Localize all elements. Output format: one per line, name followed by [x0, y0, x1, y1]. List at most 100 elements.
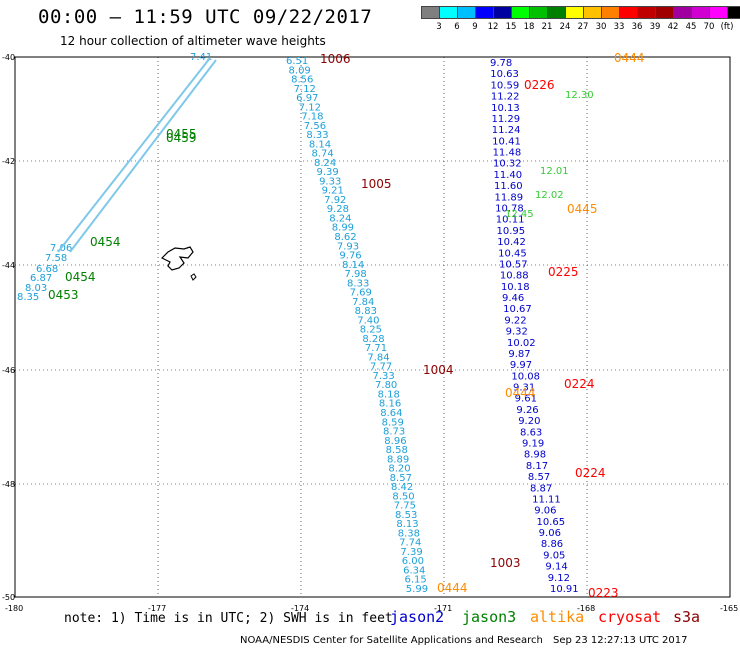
wave-height-label: 6.68 — [36, 264, 58, 275]
wave-height-label: 7.84 — [367, 352, 389, 363]
wave-height-label: 10.88 — [500, 271, 529, 282]
axis-tick-labels: -40 -42 -44 -46 -48 -50 -180 -177 -174 -171 -168 -1… — [2, 53, 738, 613]
legend-jason3: jason3 — [462, 608, 517, 626]
color-scale-bar — [421, 6, 740, 19]
wave-height-label: 8.18 — [378, 389, 400, 400]
color-scale-label: 36 — [631, 22, 643, 32]
wave-height-label: 8.20 — [388, 464, 410, 475]
color-swatch — [583, 6, 601, 19]
wave-height-label: 5.99 — [406, 584, 428, 595]
color-swatch — [601, 6, 619, 19]
lat-tick-label: -44 — [2, 261, 15, 270]
color-swatch — [655, 6, 673, 19]
wave-height-label: 8.53 — [395, 510, 417, 521]
wave-height-label: 8.17 — [526, 461, 548, 472]
wave-height-label: 6.34 — [403, 565, 425, 576]
wave-height-label: 8.50 — [392, 491, 414, 502]
wave-height-label: 10.59 — [491, 80, 520, 91]
wave-height-label: 8.58 — [386, 445, 408, 456]
wave-height-label: 9.46 — [502, 293, 524, 304]
wave-height-label: 8.14 — [342, 260, 364, 271]
color-swatch — [457, 6, 475, 19]
color-swatch — [637, 6, 655, 19]
time-label: 0226 — [524, 78, 555, 92]
wave-height-label: 8.98 — [524, 450, 546, 461]
wave-height-label: 9.33 — [319, 176, 341, 187]
wave-height-label: 7.80 — [375, 380, 397, 391]
wave-height-label: 9.05 — [543, 550, 565, 561]
wave-height-label: 6.87 — [30, 273, 52, 284]
wave-height-label: 7.84 — [352, 297, 374, 308]
color-swatch — [727, 6, 740, 19]
wave-height-label: 8.59 — [382, 417, 404, 428]
wave-height-label: 8.35 — [17, 292, 39, 303]
generated-timestamp: Sep 23 12:27:13 UTC 2017 — [553, 635, 688, 646]
time-label: 0444 — [505, 386, 536, 400]
color-swatch — [619, 6, 637, 19]
wave-height-label: 9.87 — [508, 349, 530, 360]
wave-height-label: 9.28 — [327, 204, 349, 215]
wave-height-label: 9.76 — [339, 251, 361, 262]
wave-height-label: 7.92 — [324, 195, 346, 206]
lat-tick-label: -42 — [2, 157, 15, 166]
wave-height-label: 10.95 — [497, 226, 526, 237]
wave-height-label: 7.98 — [345, 269, 367, 280]
wave-height-label: 8.83 — [355, 306, 377, 317]
wave-height-label: 8.42 — [391, 482, 413, 493]
lon-tick-label: -180 — [5, 604, 23, 613]
time-label: 0444 — [437, 581, 468, 595]
wave-height-label: 8.09 — [289, 65, 311, 76]
island-outline — [160, 246, 194, 271]
wave-height-label: 7.41 — [190, 52, 212, 63]
time-label: 1004 — [423, 363, 454, 377]
nw-track-line — [57, 57, 211, 253]
wave-height-label: 8.57 — [390, 473, 412, 484]
lon-tick-label: -174 — [291, 604, 309, 613]
wave-height-label: 10.02 — [507, 338, 536, 349]
wave-height-label: 11.22 — [491, 92, 520, 103]
time-label: 0224 — [564, 377, 595, 391]
color-swatch — [547, 6, 565, 19]
wave-height-label: 9.22 — [504, 315, 526, 326]
wave-height-label: 11.60 — [494, 181, 523, 192]
credit-text: NOAA/NESDIS Center for Satellite Applica… — [240, 635, 543, 646]
time-label: 0459 — [166, 131, 197, 145]
wave-height-label: 12.30 — [565, 90, 594, 101]
color-scale-label: 21 — [541, 22, 553, 32]
wave-height-label: 6.00 — [402, 556, 424, 567]
wave-height-label: 7.12 — [294, 84, 316, 95]
color-swatch — [529, 6, 547, 19]
lat-tick-label: -48 — [2, 480, 15, 489]
wave-height-label: 8.24 — [314, 158, 336, 169]
wave-height-label: 7.71 — [365, 343, 387, 354]
time-label: 0445 — [567, 202, 598, 216]
color-swatch — [493, 6, 511, 19]
color-scale-label: (ft) — [720, 22, 734, 32]
legend-s3a: s3a — [673, 608, 701, 626]
wave-height-label: 7.93 — [337, 241, 359, 252]
wave-height-label: 8.99 — [332, 223, 354, 234]
wave-height-label: 9.97 — [510, 360, 532, 371]
color-swatch — [439, 6, 457, 19]
wave-height-label: 8.33 — [347, 278, 369, 289]
wave-height-label: 8.87 — [530, 483, 552, 494]
wave-height-label: 9.12 — [548, 573, 570, 584]
wave-height-label: 7.56 — [304, 121, 326, 132]
wave-height-label: 7.12 — [299, 102, 321, 113]
wave-height-label: 10.41 — [492, 136, 521, 147]
wave-height-label: 12.01 — [540, 166, 569, 177]
color-swatch — [475, 6, 493, 19]
wave-height-label: 8.16 — [379, 399, 401, 410]
color-scale-label: 3 — [436, 22, 442, 32]
wave-height-label: 11.11 — [532, 494, 561, 505]
lon-tick-label: -171 — [434, 604, 452, 613]
wave-height-label: 8.89 — [387, 454, 409, 465]
wave-height-label: 6.51 — [286, 56, 308, 67]
color-swatch — [511, 6, 529, 19]
wave-height-label: 9.20 — [518, 416, 540, 427]
wave-height-label: 8.25 — [360, 325, 382, 336]
color-scale-label: 45 — [685, 22, 697, 32]
wave-height-label: 8.96 — [384, 436, 406, 447]
color-scale-label: 15 — [505, 22, 517, 32]
